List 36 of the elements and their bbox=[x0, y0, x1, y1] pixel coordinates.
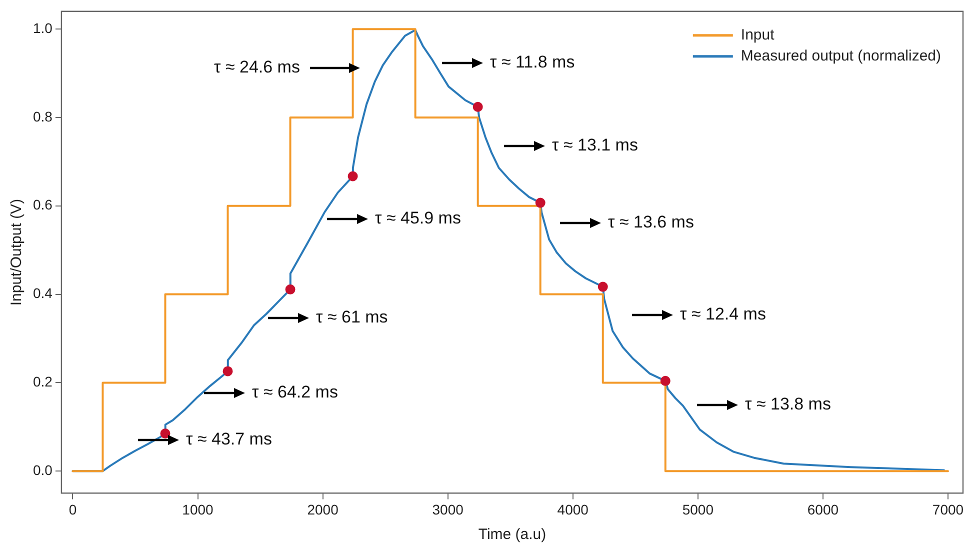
x-tick-label: 2000 bbox=[307, 501, 339, 518]
x-tick-label: 4000 bbox=[557, 501, 589, 518]
y-tick-label: 1.0 bbox=[32, 20, 53, 36]
point bbox=[285, 284, 296, 294]
point bbox=[160, 428, 170, 439]
y-tick-label: 0.0 bbox=[32, 462, 53, 478]
point bbox=[222, 366, 233, 376]
x-tick-label: 5000 bbox=[682, 501, 714, 518]
x-tick-label: 0 bbox=[68, 501, 77, 518]
x-tick-label: 1000 bbox=[182, 501, 214, 518]
y-axis-title: Input/Output (V) bbox=[8, 198, 26, 306]
annotation: τ ≈ 43.7 ms bbox=[186, 430, 272, 449]
legend-label: Input bbox=[740, 26, 776, 44]
point bbox=[348, 171, 358, 182]
y-tick-label: 0.4 bbox=[32, 285, 53, 302]
point bbox=[660, 376, 670, 386]
annotation: τ ≈ 13.6 ms bbox=[608, 212, 694, 232]
annotation: τ ≈ 11.8 ms bbox=[490, 52, 575, 72]
point bbox=[598, 282, 608, 292]
x-tick-label: 3000 bbox=[432, 501, 464, 518]
annotation: τ ≈ 24.6 ms bbox=[214, 58, 300, 77]
x-tick-label: 7000 bbox=[932, 501, 964, 518]
point bbox=[535, 198, 546, 208]
x-axis-title: Time (a.u) bbox=[478, 526, 546, 544]
annotation: τ ≈ 64.2 ms bbox=[252, 382, 338, 402]
legend-label: Measured output (normalized) bbox=[740, 48, 942, 65]
x-tick-label: 6000 bbox=[807, 501, 839, 518]
annotation: τ ≈ 45.9 ms bbox=[375, 208, 461, 228]
annotation: τ ≈ 13.1 ms bbox=[552, 136, 638, 155]
annotation: τ ≈ 12.4 ms bbox=[680, 304, 766, 324]
y-tick-label: 0.2 bbox=[32, 374, 53, 390]
y-tick-label: 0.6 bbox=[32, 196, 53, 213]
point bbox=[472, 102, 483, 112]
annotation: τ ≈ 61 ms bbox=[316, 308, 388, 327]
annotation: τ ≈ 13.8 ms bbox=[745, 394, 831, 414]
y-tick-label: 0.8 bbox=[32, 108, 53, 124]
